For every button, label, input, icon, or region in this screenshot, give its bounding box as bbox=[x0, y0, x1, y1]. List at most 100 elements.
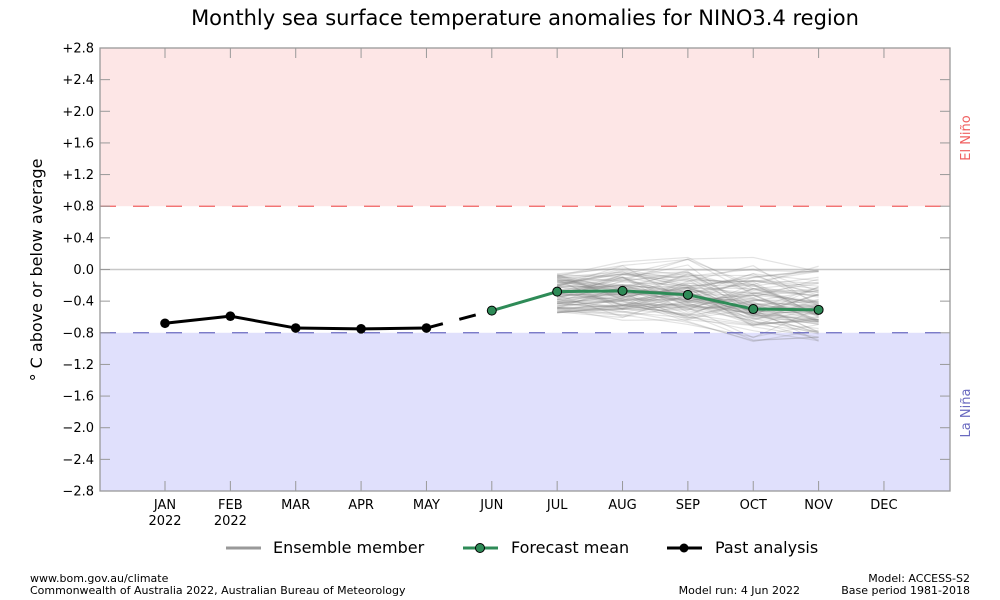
ensemble-member-line bbox=[557, 294, 819, 323]
ensemble-member-line bbox=[557, 269, 819, 318]
legend-forecast-label: Forecast mean bbox=[511, 538, 629, 557]
past-analysis-point bbox=[421, 323, 432, 333]
footer-url: www.bom.gov.au/climate bbox=[30, 572, 169, 585]
ensemble-member-line bbox=[557, 279, 819, 334]
el-nino-zone bbox=[100, 48, 950, 207]
ensemble-member-line bbox=[557, 293, 819, 322]
y-tick-label: +2.0 bbox=[62, 105, 94, 120]
y-tick-label: −2.0 bbox=[62, 421, 94, 436]
past-analysis-point bbox=[290, 323, 301, 333]
footer-copyright: Commonwealth of Australia 2022, Australi… bbox=[30, 584, 406, 597]
ensemble-member-line bbox=[557, 305, 819, 341]
y-tick-label: +1.6 bbox=[62, 136, 94, 151]
ensemble-member-line bbox=[556, 280, 819, 307]
x-tick-label: MAY bbox=[413, 498, 440, 513]
y-tick-label: −0.8 bbox=[62, 326, 94, 341]
ensemble-member-line bbox=[557, 276, 819, 313]
ensemble-member-line bbox=[556, 276, 819, 304]
ensemble-member-line bbox=[557, 299, 819, 319]
la-nina-zone bbox=[100, 332, 950, 491]
y-tick-label: 0.0 bbox=[73, 263, 94, 278]
x-tick-label: OCT bbox=[740, 498, 767, 513]
ensemble-member-line bbox=[557, 273, 819, 305]
ensemble-member-line bbox=[556, 264, 819, 303]
y-tick-label: +1.2 bbox=[62, 168, 94, 183]
ensemble-member-line bbox=[557, 286, 819, 297]
ensemble-member-line bbox=[557, 289, 819, 311]
x-tick-label: AUG bbox=[608, 498, 636, 513]
ensemble-member-line bbox=[557, 267, 819, 296]
past-to-forecast-connector bbox=[426, 309, 493, 330]
ensemble-member-line bbox=[556, 265, 819, 309]
ensemble-member-line bbox=[557, 299, 819, 326]
forecast-mean-point bbox=[748, 304, 759, 315]
ensemble-member-line bbox=[557, 288, 819, 310]
ensemble-member-line bbox=[557, 258, 819, 323]
x-tick-label: JAN bbox=[153, 498, 176, 513]
ensemble-member-line bbox=[557, 278, 819, 313]
ensemble-member-line bbox=[557, 286, 819, 323]
y-tick-label: +0.4 bbox=[62, 231, 94, 246]
ensemble-member-line bbox=[557, 284, 819, 306]
ensemble-member-line bbox=[557, 282, 819, 316]
forecast-mean-point bbox=[552, 286, 563, 297]
forecast-mean-point bbox=[617, 285, 628, 296]
ensemble-member-line bbox=[556, 265, 819, 307]
ensemble-member-line bbox=[556, 287, 819, 318]
ensemble-member-line bbox=[556, 273, 819, 324]
ensemble-member-line bbox=[557, 284, 819, 330]
forecast-mean-point bbox=[486, 305, 497, 316]
ensemble-member-line bbox=[557, 270, 819, 288]
ensemble-member-line bbox=[557, 303, 819, 317]
ensemble-member-line bbox=[557, 298, 819, 343]
el-nino-label: El Niño bbox=[959, 115, 974, 161]
x-tick-sublabel: 2022 bbox=[214, 514, 247, 529]
footer-model-run: Model run: 4 Jun 2022 bbox=[679, 584, 800, 597]
la-nina-label: La Niña bbox=[959, 389, 974, 438]
footer-model: Model: ACCESS-S2 bbox=[868, 572, 970, 585]
y-tick-label: +2.4 bbox=[62, 73, 94, 88]
ensemble-member-line bbox=[557, 300, 819, 311]
ensemble-member-line bbox=[557, 307, 819, 327]
ensemble-member-line bbox=[557, 295, 819, 342]
footer-base-period: Base period 1981-2018 bbox=[841, 584, 970, 597]
ensemble-member-line bbox=[557, 276, 819, 318]
ensemble-member-line bbox=[557, 278, 819, 342]
y-tick-label: +2.8 bbox=[62, 42, 94, 57]
ensemble-member-line bbox=[557, 272, 819, 313]
past-analysis-point bbox=[160, 318, 170, 329]
ensemble-member-line bbox=[557, 287, 819, 327]
legend-ensemble-label: Ensemble member bbox=[273, 538, 425, 557]
ensemble-member-line bbox=[557, 298, 819, 316]
ensemble-member-line bbox=[557, 284, 819, 322]
ensemble-member-line bbox=[557, 287, 819, 310]
ensemble-member-line bbox=[557, 297, 819, 321]
ensemble-member-line bbox=[557, 272, 819, 287]
ensemble-member-line bbox=[557, 291, 819, 315]
x-tick-label: APR bbox=[348, 498, 374, 513]
forecast-mean-point bbox=[813, 304, 824, 315]
ensemble-member-line bbox=[557, 269, 819, 289]
ensemble-member-line bbox=[557, 290, 819, 302]
legend-past-marker bbox=[679, 543, 689, 553]
plot-area: +2.8 +2.4 +2.0 +1.6 +1.2 +0.8 +0.4 0.0 −0.4 −0.8 −… bbox=[62, 42, 974, 530]
ensemble-member-line bbox=[556, 256, 819, 303]
ensemble-member-line bbox=[557, 274, 819, 335]
ensemble-member-line bbox=[557, 258, 819, 318]
x-tick-label: DEC bbox=[870, 498, 897, 513]
ensemble-member-line bbox=[557, 293, 819, 333]
ensemble-member-line bbox=[556, 264, 819, 315]
ensemble-member-line bbox=[557, 268, 819, 283]
ensemble-member-line bbox=[557, 285, 819, 338]
y-tick-label: +0.8 bbox=[62, 200, 94, 215]
y-tick-label: −1.2 bbox=[62, 358, 94, 373]
ensemble-member-line bbox=[557, 271, 819, 309]
ensemble-member-line bbox=[557, 281, 819, 317]
ensemble-member-line bbox=[557, 268, 819, 292]
y-tick-label: −0.4 bbox=[62, 295, 94, 310]
ensemble-member-line bbox=[557, 292, 819, 321]
ensemble-member-line bbox=[556, 285, 819, 325]
legend-forecast-marker bbox=[475, 543, 485, 553]
x-tick-label: JUL bbox=[546, 498, 568, 513]
